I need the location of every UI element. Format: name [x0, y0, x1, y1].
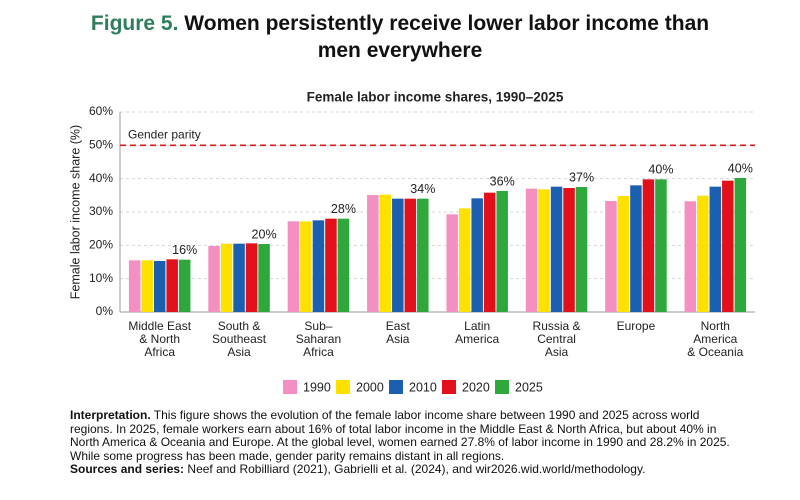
- legend-swatch: [336, 380, 350, 394]
- value-label: 16%: [172, 243, 197, 257]
- bar: [575, 187, 588, 312]
- bar: [300, 221, 312, 312]
- bar: [655, 179, 667, 312]
- legend-label: 2010: [409, 380, 437, 394]
- y-tick-label: 10%: [89, 271, 113, 285]
- reference-label: Gender parity: [128, 128, 201, 142]
- bar: [605, 201, 617, 312]
- x-tick-label: East Asia: [385, 319, 410, 346]
- x-tick-label: Middle East & North Africa: [128, 319, 192, 359]
- value-label: 40%: [648, 163, 673, 177]
- bar: [208, 246, 220, 312]
- bar: [642, 179, 655, 312]
- bar: [392, 198, 404, 312]
- x-tick-label: North America & Oceania: [687, 319, 744, 359]
- bar: [617, 196, 630, 312]
- legend-label: 2025: [515, 380, 543, 394]
- interpretation-label: Interpretation.: [70, 408, 151, 422]
- legend-label: 1990: [303, 380, 331, 394]
- legend-swatch: [442, 380, 456, 394]
- legend-label: 2020: [462, 380, 490, 394]
- bar: [734, 178, 747, 312]
- legend-swatch: [389, 380, 403, 394]
- bar: [245, 243, 258, 312]
- interpretation: This figure shows the evolution of the f…: [70, 408, 730, 463]
- x-tick-label: Sub– Saharan Africa: [295, 319, 342, 359]
- bar: [153, 261, 166, 312]
- bar: [128, 260, 141, 312]
- legend-label: 2000: [356, 380, 384, 394]
- sources: Neef and Robilliard (2021), Gabrielli et…: [187, 462, 646, 476]
- x-tick-label: Europe: [616, 319, 656, 333]
- x-tick-label: Latin America: [455, 319, 500, 346]
- bar: [709, 186, 722, 312]
- figure-title: Figure 5. Women persistently receive low…: [80, 10, 720, 64]
- bar: [538, 189, 550, 312]
- value-label: 36%: [490, 174, 515, 188]
- bar: [630, 185, 642, 312]
- sources-label: Sources and series:: [70, 462, 185, 476]
- value-label: 37%: [569, 170, 594, 184]
- x-tick-label: Russia & Central Asia: [532, 319, 581, 359]
- bar: [684, 201, 697, 312]
- bar: [404, 198, 417, 312]
- y-axis-label: Female labor income share (%): [68, 125, 82, 299]
- bar: [178, 259, 191, 312]
- notes: Interpretation. This figure shows the ev…: [70, 408, 745, 477]
- bar: [258, 244, 270, 312]
- bar: [496, 191, 508, 312]
- x-tick-label: South & Southeast Asia: [212, 319, 267, 359]
- y-tick-label: 0%: [96, 304, 114, 318]
- bar: [697, 195, 709, 312]
- chart-title: Female labor income shares, 1990–2025: [307, 90, 564, 105]
- y-tick-label: 20%: [89, 238, 113, 252]
- value-label: 34%: [410, 182, 435, 196]
- bar: [287, 221, 300, 312]
- bar: [446, 214, 458, 312]
- bar: [525, 188, 538, 312]
- bar: [550, 186, 563, 312]
- y-tick-label: 50%: [89, 138, 113, 152]
- bar: [166, 259, 178, 312]
- bar: [722, 180, 734, 312]
- bar: [233, 243, 245, 312]
- y-tick-label: 60%: [89, 104, 113, 118]
- bar: [458, 208, 471, 312]
- value-label: 40%: [728, 161, 753, 175]
- y-tick-label: 40%: [89, 171, 113, 185]
- legend-swatch: [283, 380, 297, 394]
- bar: [471, 198, 483, 312]
- bar: [417, 198, 429, 312]
- legend-swatch: [495, 380, 509, 394]
- bar: [337, 218, 350, 312]
- bar: [312, 220, 325, 312]
- bar: [220, 243, 233, 312]
- value-label: 28%: [331, 202, 356, 216]
- value-label: 20%: [252, 227, 277, 241]
- bar: [563, 188, 575, 312]
- bar: [483, 192, 496, 312]
- y-tick-label: 30%: [89, 204, 113, 218]
- bar: [141, 260, 153, 312]
- figure-label: Figure 5.: [90, 12, 179, 35]
- bar: [325, 218, 337, 312]
- figure-heading: Women persistently receive lower labor i…: [184, 12, 710, 62]
- bar: [379, 194, 392, 312]
- bar: [367, 195, 379, 312]
